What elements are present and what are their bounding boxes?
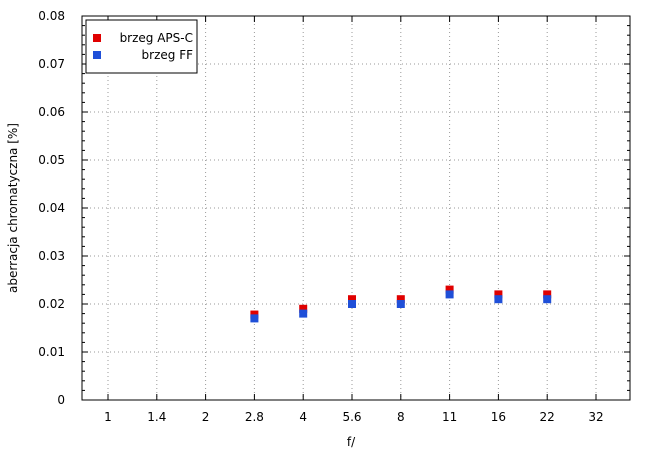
data-point-aps-c [494,290,503,299]
y-tick-label: 0.07 [38,57,65,71]
x-tick-label: 4 [299,410,307,424]
axis-ticks [82,15,630,401]
data-point-ff [299,309,308,318]
y-tick-label: 0.04 [38,201,65,215]
data-point-aps-c [348,295,356,304]
plot-area-frame [81,15,631,401]
y-tick-label: 0.06 [38,105,65,119]
x-tick-label: 8 [397,410,405,424]
data-point-aps-c [445,285,454,294]
y-axis-title: aberracja chromatyczna [%] [6,123,20,293]
x-tick-label: 16 [491,410,506,424]
data-points [250,285,552,323]
data-point-ff [494,295,503,304]
x-axis-tick-labels: 1 1.4 2 2.8 4 5.6 8 11 16 22 32 [104,410,603,424]
data-point-ff [396,300,405,308]
y-tick-label: 0.03 [38,249,65,263]
data-point-aps-c [543,290,552,299]
x-tick-label: 32 [588,410,603,424]
x-tick-label: 1 [104,410,112,424]
x-tick-label: 11 [442,410,457,424]
x-axis-title: f/ [347,435,356,449]
grid [82,16,630,400]
y-tick-label: 0.02 [38,297,65,311]
y-tick-label: 0.01 [38,345,65,359]
x-tick-label: 22 [540,410,555,424]
y-tick-label: 0 [57,393,65,407]
legend: brzeg APS-C brzeg FF [85,19,198,74]
data-point-ff [543,295,552,304]
data-point-ff [445,290,454,299]
x-tick-label: 2.8 [245,410,264,424]
y-tick-label: 0.05 [38,153,65,167]
legend-marker-aps-c [93,34,101,42]
x-tick-label: 5.6 [342,410,361,424]
legend-marker-ff [93,51,101,59]
y-axis-tick-labels: 0 0.01 0.02 0.03 0.04 0.05 0.06 0.07 0.08 [38,9,65,407]
x-tick-label: 1.4 [147,410,166,424]
legend-label-ff: brzeg FF [142,48,194,62]
y-tick-label: 0.08 [38,9,65,23]
data-point-aps-c [396,295,405,304]
data-point-ff [250,314,259,323]
data-point-aps-c [299,304,308,313]
x-tick-label: 2 [202,410,210,424]
legend-box [85,19,198,74]
data-point-ff [348,300,356,308]
legend-label-aps-c: brzeg APS-C [120,31,193,45]
